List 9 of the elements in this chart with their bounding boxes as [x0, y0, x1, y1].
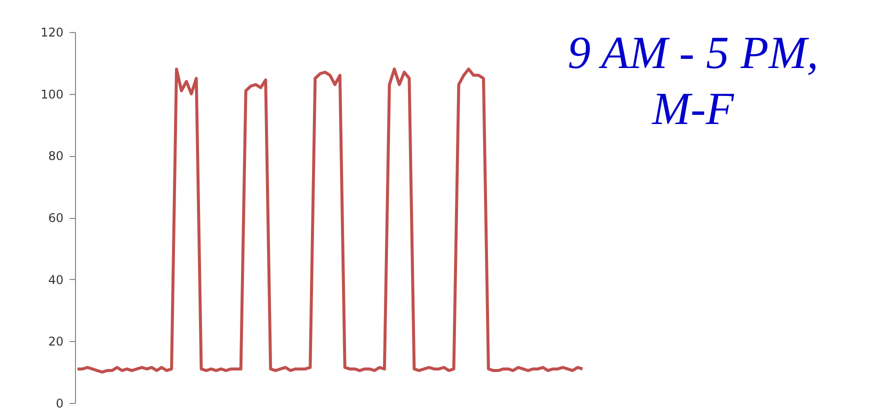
y-tick-label: 20: [48, 334, 64, 349]
annotation: 9 AM - 5 PM, M-F: [568, 27, 818, 134]
y-tick-label: 100: [40, 87, 64, 102]
y-tick-label: 0: [56, 396, 64, 410]
y-tick-label: 80: [48, 149, 64, 164]
y-tick-label: 40: [48, 272, 64, 287]
line-series: [76, 68, 584, 374]
y-tick-label: 120: [40, 26, 64, 40]
y-tick-label: 60: [48, 211, 64, 225]
